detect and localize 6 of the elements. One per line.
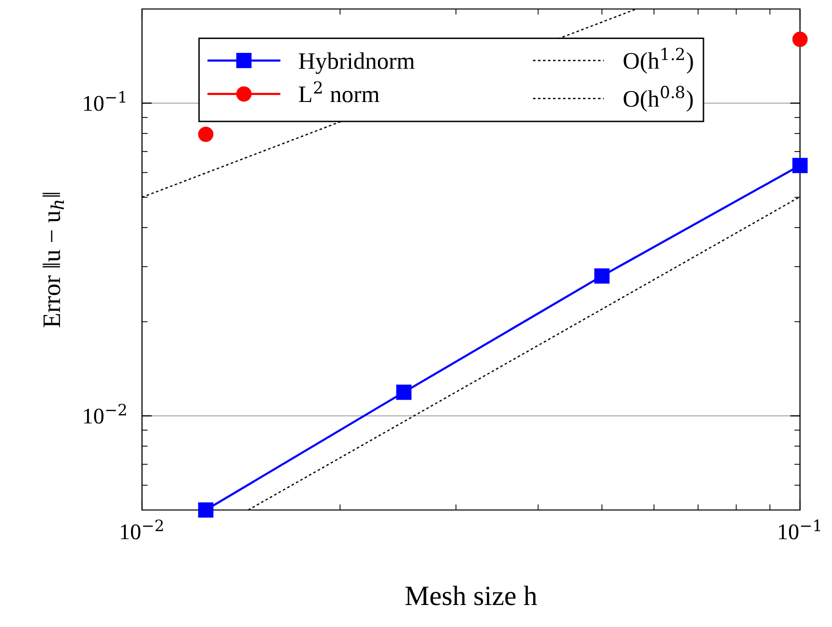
y-axis-title: Error ‖u − u$_{h}$‖ bbox=[42, 192, 64, 328]
legend-label: O(h$^{0.8}$) bbox=[624, 86, 693, 112]
legend-label: L$^{2}$ norm bbox=[298, 81, 380, 102]
x-axis-title: Mesh size h bbox=[405, 586, 537, 606]
legend-label: Hybridnorm bbox=[298, 52, 415, 74]
legend-label: O(h$^{1.2}$) bbox=[624, 48, 693, 74]
